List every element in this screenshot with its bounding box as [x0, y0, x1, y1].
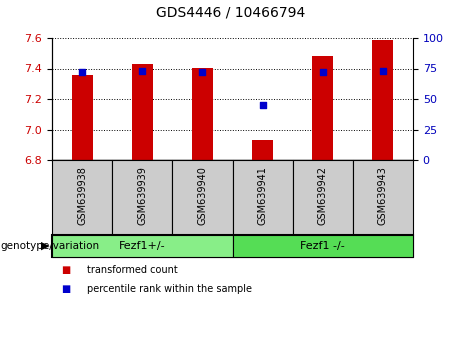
Bar: [312, 56, 333, 160]
Bar: [353, 160, 413, 235]
Text: ■: ■: [61, 264, 71, 275]
Text: transformed count: transformed count: [87, 264, 177, 275]
Text: percentile rank within the sample: percentile rank within the sample: [87, 284, 252, 295]
Bar: [232, 160, 293, 235]
Text: Fezf1 -/-: Fezf1 -/-: [301, 241, 345, 251]
Bar: [372, 40, 393, 160]
Text: ▶: ▶: [41, 241, 50, 251]
Bar: [192, 69, 213, 160]
Bar: [293, 160, 353, 235]
Bar: [52, 160, 112, 235]
Text: Fezf1+/-: Fezf1+/-: [119, 241, 165, 251]
Point: [199, 69, 206, 75]
Bar: [71, 75, 93, 160]
Text: genotype/variation: genotype/variation: [0, 241, 99, 251]
Bar: [232, 235, 413, 257]
Text: GSM639941: GSM639941: [258, 166, 267, 225]
Bar: [112, 160, 172, 235]
Point: [139, 68, 146, 74]
Point: [259, 102, 266, 108]
Text: GSM639943: GSM639943: [378, 166, 388, 225]
Point: [78, 69, 86, 75]
Bar: [132, 64, 153, 160]
Point: [319, 69, 326, 75]
Text: GDS4446 / 10466794: GDS4446 / 10466794: [156, 5, 305, 19]
Text: GSM639939: GSM639939: [137, 166, 147, 225]
Point: [379, 68, 387, 74]
Text: GSM639942: GSM639942: [318, 166, 328, 225]
Text: GSM639938: GSM639938: [77, 166, 87, 225]
Text: ■: ■: [61, 284, 71, 295]
Bar: [52, 235, 232, 257]
Bar: [172, 160, 232, 235]
Bar: [252, 140, 273, 160]
Text: GSM639940: GSM639940: [197, 166, 207, 225]
